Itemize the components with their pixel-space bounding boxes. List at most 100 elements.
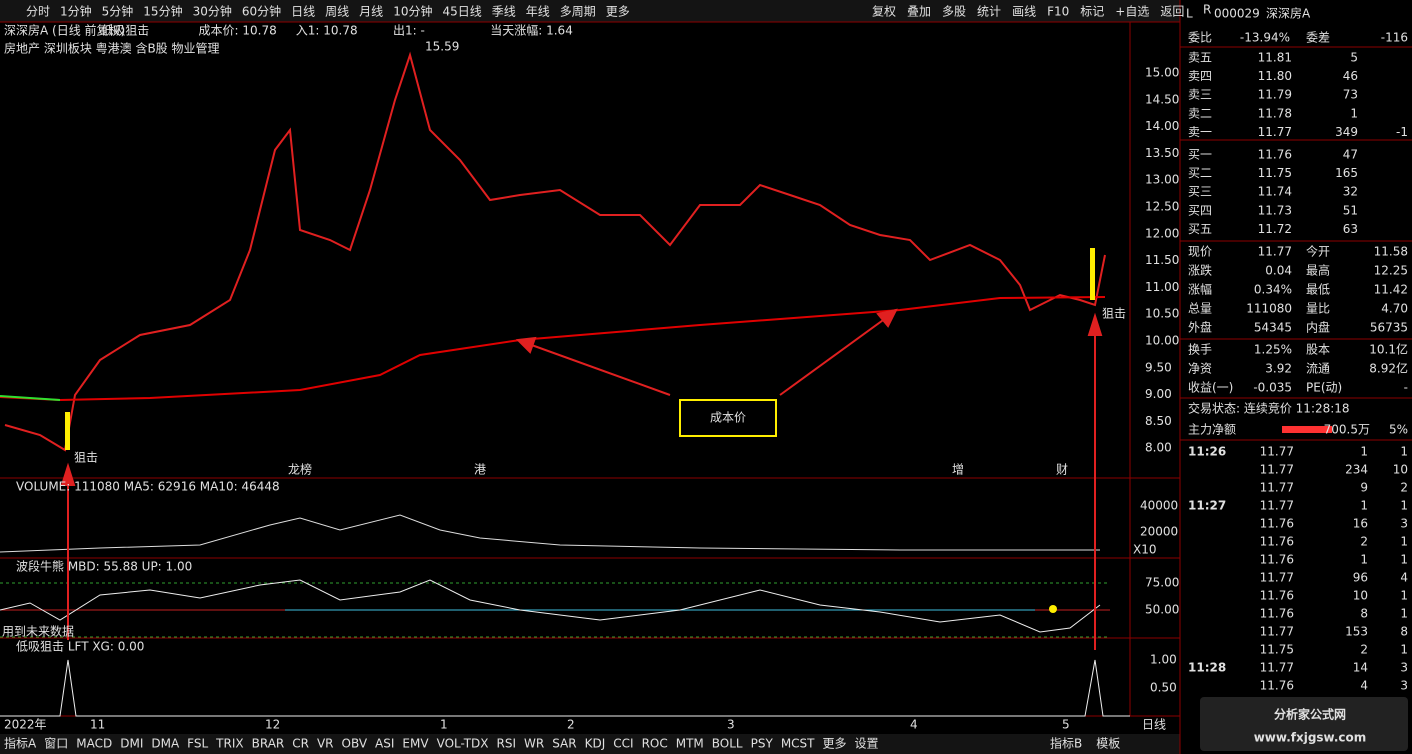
toolbar-button[interactable]: +自选 [1115, 5, 1149, 19]
indicator-tab[interactable]: ROC [642, 737, 668, 751]
stat-label: 涨幅 [1188, 282, 1212, 297]
watermark-bg [1200, 697, 1408, 751]
tick-time: 11:28 [1188, 661, 1226, 675]
indicator-tab[interactable]: OBV [342, 737, 368, 751]
indicator-tab[interactable]: 更多 [823, 737, 847, 751]
period-tab[interactable]: 季线 [492, 5, 516, 19]
indicator-tab[interactable]: SAR [552, 737, 576, 751]
indicator-tab[interactable]: FSL [187, 737, 208, 751]
indicator-tab[interactable]: CR [292, 737, 309, 751]
toolbar-button[interactable]: 叠加 [907, 5, 931, 19]
period-tab[interactable]: 分时 [26, 5, 50, 19]
indicator-tab[interactable]: WR [524, 737, 544, 751]
period-tab[interactable]: 60分钟 [242, 4, 281, 19]
indicator-tab[interactable]: VR [317, 737, 334, 751]
stat-label: 换手 [1188, 343, 1212, 357]
indicator-tab[interactable]: 指标A [4, 736, 37, 751]
stat-label: 今开 [1306, 244, 1330, 259]
indicator-tab[interactable]: BRAR [252, 737, 285, 751]
toolbar-button[interactable]: 统计 [977, 5, 1001, 19]
toolbar-button[interactable]: 复权 [872, 5, 896, 19]
toolbar-button[interactable]: 画线 [1012, 5, 1036, 19]
tick-price: 11.75 [1260, 643, 1294, 657]
period-tab[interactable]: 周线 [325, 5, 349, 19]
indicator-tab[interactable]: TRIX [215, 737, 243, 751]
toolbar-button[interactable]: 标记 [1080, 5, 1104, 19]
toolbar-button[interactable]: F10 [1047, 5, 1069, 19]
indicator-tab[interactable]: 窗口 [44, 737, 68, 751]
flow-pct: 5% [1389, 423, 1408, 437]
y-tick-label: 40000 [1140, 499, 1178, 513]
indicator-tab[interactable]: DMI [120, 737, 143, 751]
indicator-tab[interactable]: ASI [375, 737, 394, 751]
indicator-tab[interactable]: 模板 [1096, 737, 1120, 751]
label: 委比 [1188, 31, 1212, 45]
y-tick-label: 12.50 [1145, 200, 1179, 214]
tick-volume: 10 [1353, 589, 1368, 603]
book-volume: 63 [1343, 222, 1358, 236]
indicator-tab[interactable]: PSY [751, 737, 774, 751]
indicator-tab[interactable]: KDJ [585, 737, 606, 751]
book-price: 11.77 [1258, 125, 1292, 139]
stat-value: 3.92 [1265, 362, 1292, 376]
book-price: 11.74 [1258, 185, 1292, 199]
book-volume: 165 [1335, 166, 1358, 180]
period-tab[interactable]: 日线 [291, 5, 315, 19]
indicator-tab[interactable]: RSI [497, 737, 517, 751]
book-label: 卖二 [1188, 106, 1212, 120]
indicator-tab[interactable]: MCST [781, 737, 815, 751]
tick-volume: 1 [1360, 553, 1368, 567]
indicator-tab[interactable]: EMV [402, 737, 429, 751]
tick-count: 1 [1400, 643, 1408, 657]
indicator-tab[interactable]: 设置 [855, 737, 879, 751]
tick-price: 11.76 [1260, 535, 1294, 549]
indicator-tab[interactable]: DMA [151, 737, 180, 751]
period-tab[interactable]: 10分钟 [393, 4, 432, 19]
tick-price: 11.77 [1260, 625, 1294, 639]
tick-count: 8 [1400, 625, 1408, 639]
period-tab[interactable]: 月线 [359, 5, 383, 19]
indicator-tab[interactable]: 指标B [1050, 736, 1082, 751]
stat-label: 最低 [1306, 283, 1330, 297]
book-change: -1 [1396, 125, 1408, 139]
flow-bar [1282, 426, 1332, 433]
tick-volume: 4 [1360, 679, 1368, 693]
stat-value: 11.58 [1374, 245, 1408, 259]
toolbar-button[interactable]: 返回 [1160, 5, 1184, 19]
x-tick-label: 1 [440, 718, 448, 732]
indicator-tab[interactable]: MTM [676, 737, 704, 751]
book-volume: 73 [1343, 88, 1358, 102]
period-tab[interactable]: 年线 [526, 5, 550, 19]
tick-volume: 8 [1360, 607, 1368, 621]
period-tab[interactable]: 5分钟 [102, 4, 134, 19]
tick-count: 2 [1400, 481, 1408, 495]
y-tick-label: 14.50 [1145, 92, 1179, 106]
event-marker: 港 [474, 463, 486, 477]
indicator-tab[interactable]: VOL-TDX [437, 737, 489, 751]
book-price: 11.78 [1258, 106, 1292, 120]
book-price: 11.81 [1258, 51, 1292, 65]
period-tab[interactable]: 1分钟 [60, 4, 92, 19]
signal-bar [1090, 248, 1095, 300]
indicator-tab[interactable]: CCI [613, 737, 633, 751]
x-tick-label: 2 [567, 718, 575, 732]
indicator-tab[interactable]: BOLL [712, 737, 743, 751]
tick-volume: 2 [1360, 643, 1368, 657]
period-tab[interactable]: 更多 [606, 5, 630, 19]
period-tab[interactable]: 45日线 [442, 5, 481, 19]
indicator-tab[interactable]: MACD [76, 737, 112, 751]
chart-legend: 入1: 10.78 [296, 24, 358, 38]
book-volume: 349 [1335, 125, 1358, 139]
tick-count: 3 [1400, 679, 1408, 693]
y-tick-label: 12.00 [1145, 226, 1179, 240]
y-tick-label: 9.50 [1145, 360, 1172, 374]
period-tab[interactable]: 15分钟 [143, 4, 182, 19]
period-tab[interactable]: 30分钟 [193, 4, 232, 19]
period-tab[interactable]: 多周期 [560, 5, 596, 19]
value: -13.94% [1240, 31, 1290, 45]
toolbar-button[interactable]: 多股 [942, 5, 966, 19]
watermark-title: 分析家公式网 [1274, 707, 1346, 722]
tick-price: 11.77 [1260, 481, 1294, 495]
tick-count: 1 [1400, 499, 1408, 513]
tick-count: 1 [1400, 535, 1408, 549]
